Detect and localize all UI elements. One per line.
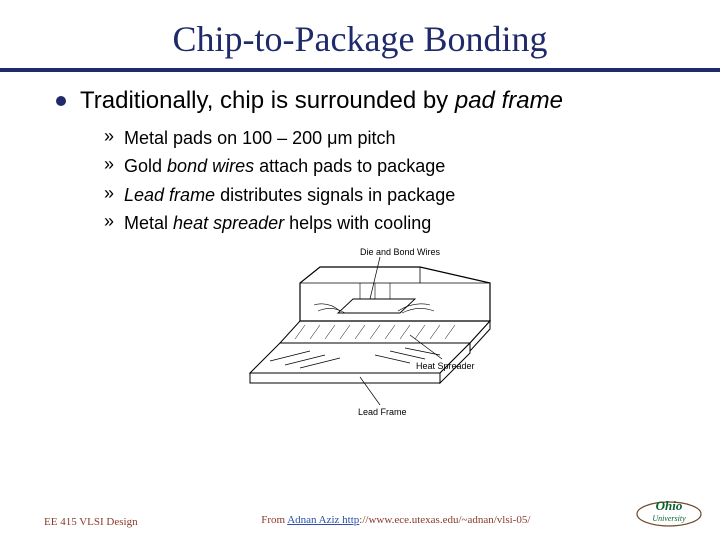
footer-pre: From — [261, 514, 287, 526]
sub-bullet-list: » Metal pads on 100 – 200 μm pitch » Gol… — [56, 126, 664, 235]
logo-line1: Ohio — [656, 498, 683, 513]
sub3-italic: Lead frame — [124, 185, 215, 205]
slide: Chip-to-Package Bonding Traditionally, c… — [0, 0, 720, 540]
bullet-level1: Traditionally, chip is surrounded by pad… — [56, 86, 664, 116]
logo-line2: University — [652, 514, 686, 523]
sub2-italic: bond wires — [167, 156, 254, 176]
chevron-icon: » — [104, 154, 114, 175]
sub2-pre: Gold — [124, 156, 167, 176]
sub-text-3: Lead frame distributes signals in packag… — [124, 183, 455, 207]
sub1-post: m pitch — [338, 128, 396, 148]
diagram-label-top: Die and Bond Wires — [360, 247, 441, 257]
footer-left: EE 415 VLSI Design — [44, 516, 138, 528]
sub3-post: distributes signals in package — [215, 185, 455, 205]
bullet-italic: pad frame — [455, 87, 563, 114]
sub4-post: helps with cooling — [284, 213, 431, 233]
sub1-pre: Metal pads on 100 – 200 — [124, 128, 327, 148]
diagram-label-mid: Heat Spreader — [416, 361, 475, 371]
sub-text-1: Metal pads on 100 – 200 μm pitch — [124, 126, 396, 150]
sub4-italic: heat spreader — [173, 213, 284, 233]
sub4-pre: Metal — [124, 213, 173, 233]
bullet-dot-icon — [56, 96, 66, 106]
ohio-university-logo: Ohio University — [634, 494, 704, 528]
sub-text-2: Gold bond wires attach pads to package — [124, 154, 445, 178]
footer-link-http[interactable]: http — [342, 514, 359, 526]
sub-text-4: Metal heat spreader helps with cooling — [124, 211, 431, 235]
bullet-pre: Traditionally, chip is surrounded by — [80, 87, 455, 114]
footer-link-author[interactable]: Adnan Aziz — [287, 514, 342, 526]
chevron-icon: » — [104, 183, 114, 204]
sub-bullet-3: » Lead frame distributes signals in pack… — [104, 183, 664, 207]
slide-title: Chip-to-Package Bonding — [0, 18, 720, 60]
diagram-container: Die and Bond Wires Heat Spreader Lead Fr… — [56, 243, 664, 433]
chevron-icon: » — [104, 211, 114, 232]
footer-center: From Adnan Aziz http://www.ece.utexas.ed… — [138, 510, 634, 528]
sub-bullet-4: » Metal heat spreader helps with cooling — [104, 211, 664, 235]
diagram-label-bottom: Lead Frame — [358, 407, 407, 417]
footer-url-rest: ://www.ece.utexas.edu/~adnan/vlsi-05/ — [359, 514, 530, 526]
content-area: Traditionally, chip is surrounded by pad… — [0, 86, 720, 433]
sub-bullet-1: » Metal pads on 100 – 200 μm pitch — [104, 126, 664, 150]
bullet-text: Traditionally, chip is surrounded by pad… — [80, 86, 563, 116]
chevron-icon: » — [104, 126, 114, 147]
sub1-sym: μ — [327, 128, 337, 148]
sub-bullet-2: » Gold bond wires attach pads to package — [104, 154, 664, 178]
title-rule — [0, 68, 720, 72]
footer-source: From Adnan Aziz http://www.ece.utexas.ed… — [261, 514, 530, 526]
package-diagram: Die and Bond Wires Heat Spreader Lead Fr… — [210, 243, 510, 433]
sub2-post: attach pads to package — [254, 156, 445, 176]
footer: EE 415 VLSI Design From Adnan Aziz http:… — [0, 494, 720, 528]
